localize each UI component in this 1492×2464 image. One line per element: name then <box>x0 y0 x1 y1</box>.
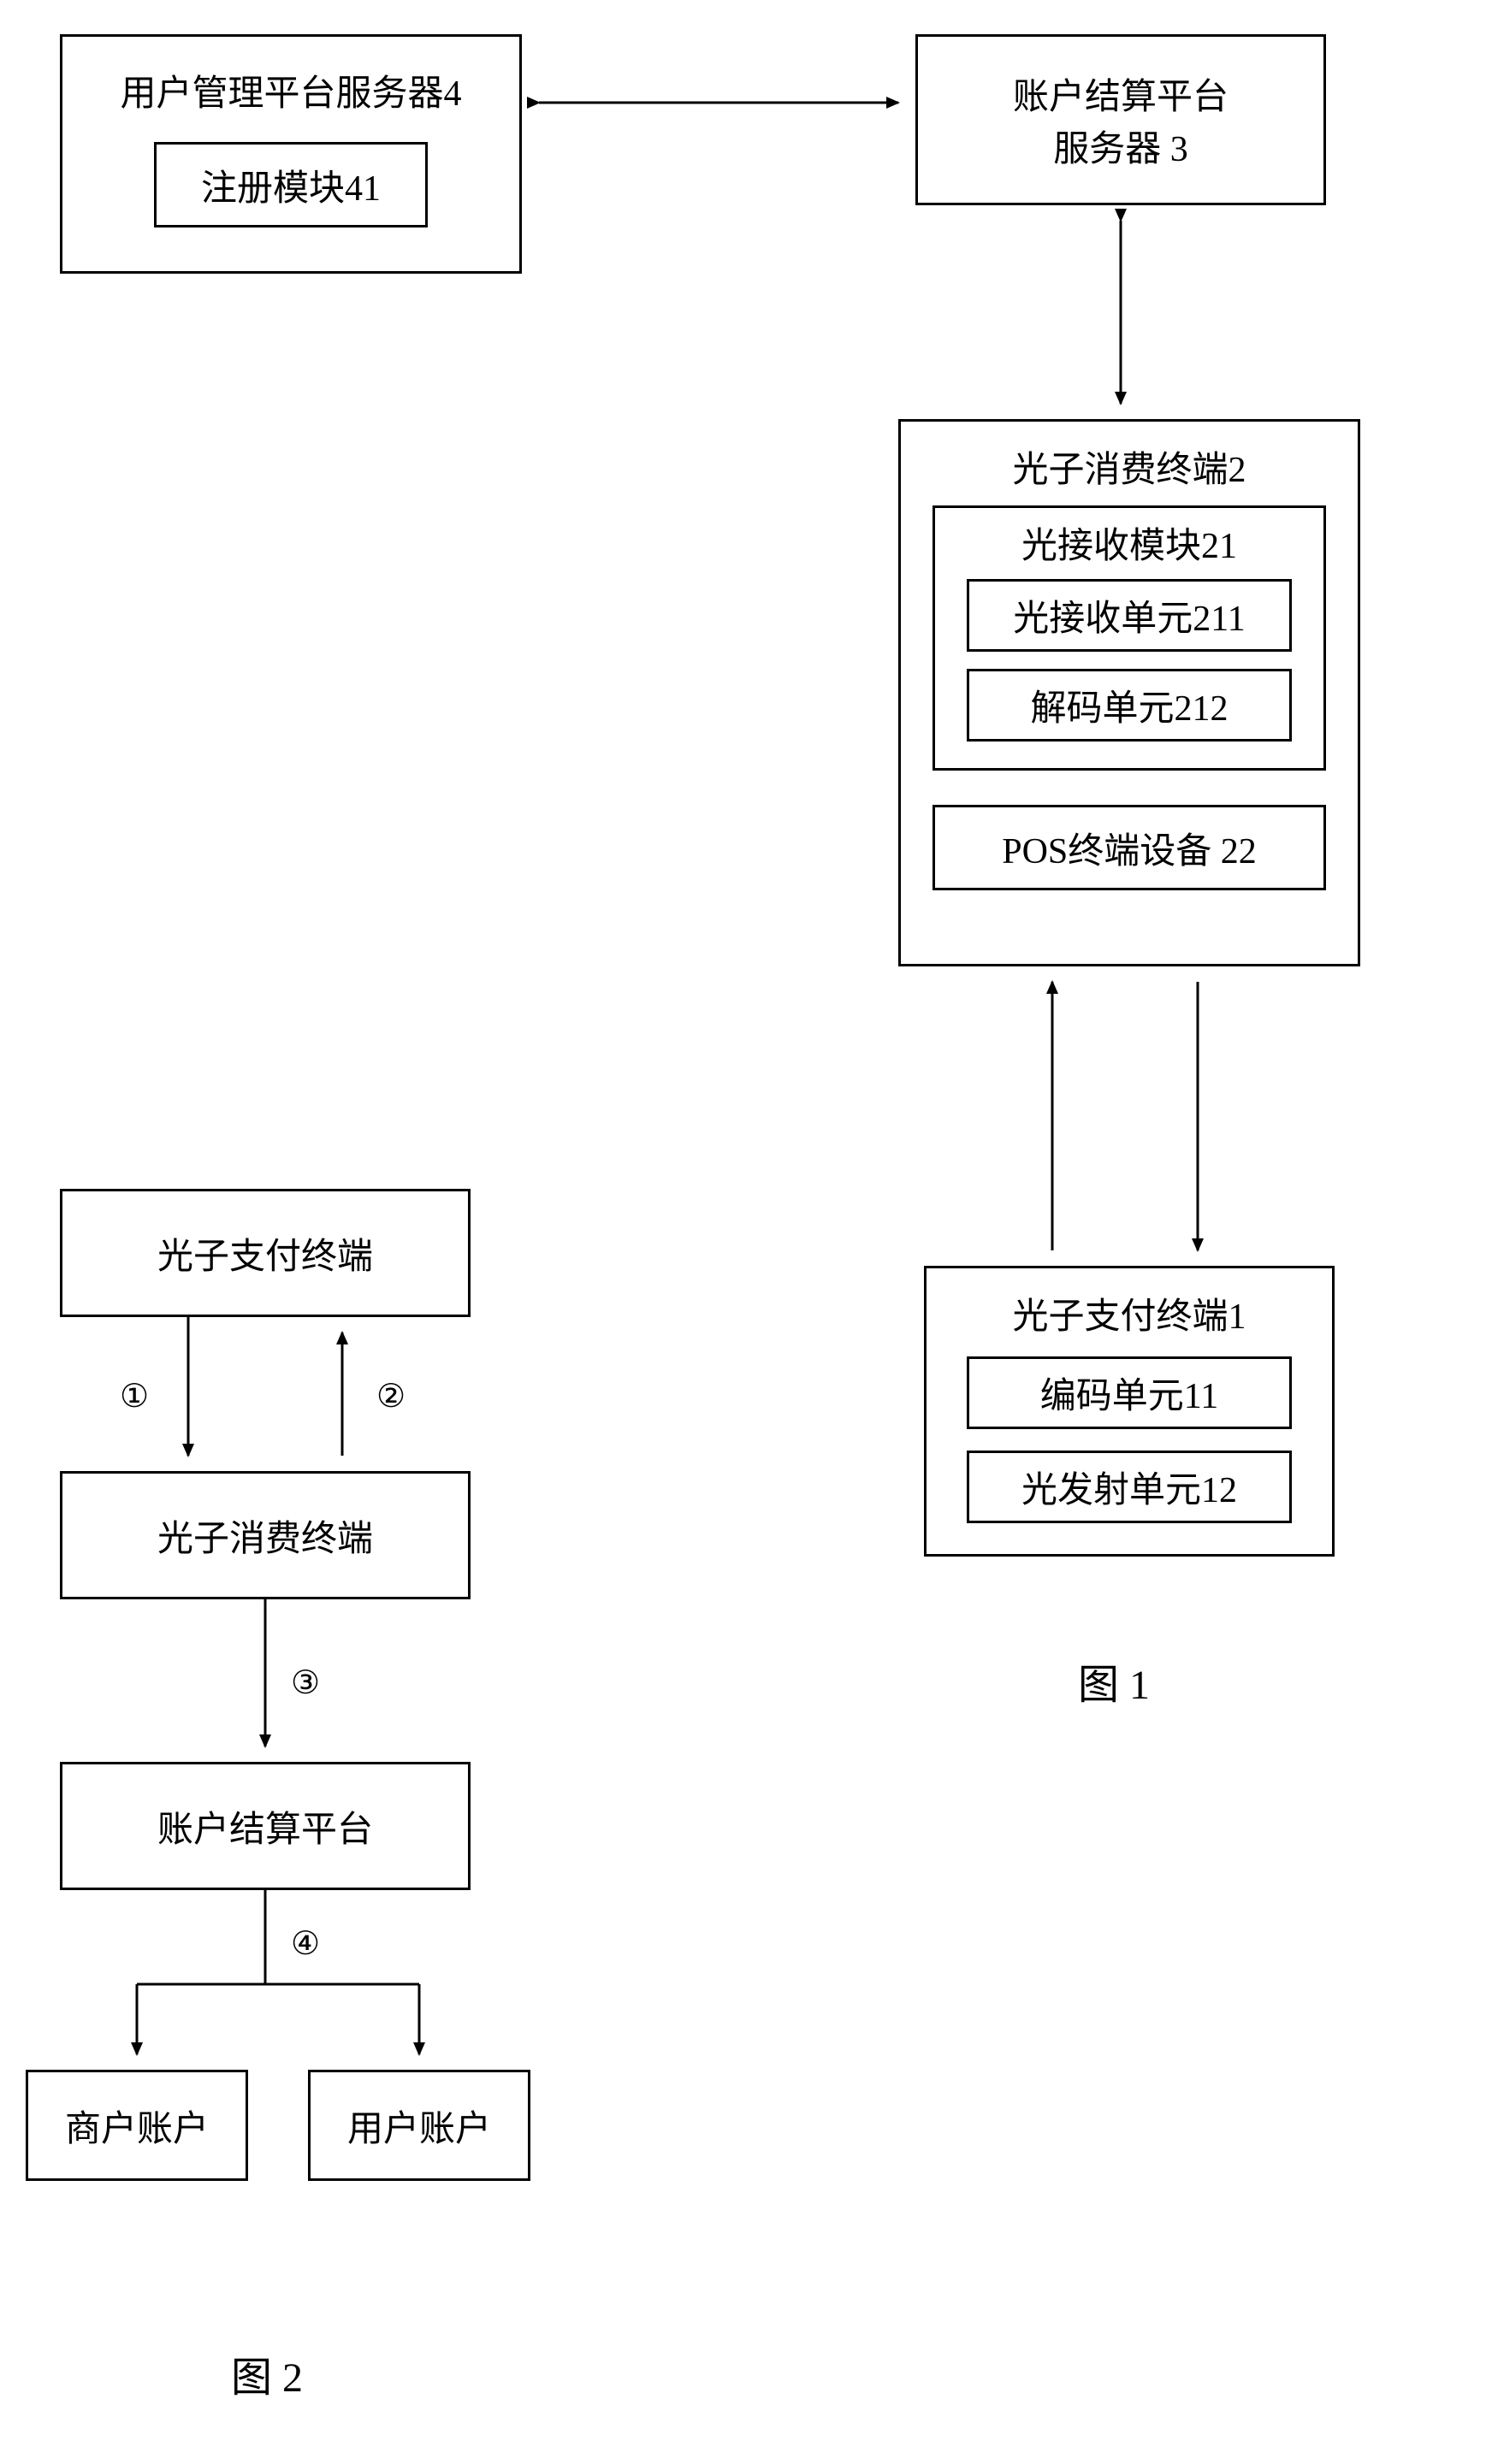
fig1-tx-unit-box: 光发射单元12 <box>967 1451 1292 1523</box>
fig2-caption: 图 2 <box>231 2343 303 2403</box>
fig2-step2-label: ② <box>376 1377 406 1415</box>
fig2-pay-terminal-box: 光子支付终端 <box>60 1189 471 1317</box>
fig1-consume-terminal-title: 光子消费终端2 <box>1012 440 1246 493</box>
fig1-encode-unit-label: 编码单元11 <box>1040 1367 1218 1419</box>
fig2-acct-settle-label: 账户结算平台 <box>157 1800 373 1852</box>
fig1-decode-unit-box: 解码单元212 <box>967 669 1292 742</box>
fig1-acct-settle-line1: 账户结算平台 <box>1013 68 1229 120</box>
fig1-pos-device-label: POS终端设备 22 <box>1002 822 1257 874</box>
fig1-rx-module-box: 光接收模块21 光接收单元211 解码单元212 <box>932 505 1326 771</box>
fig1-register-module-label: 注册模块41 <box>201 159 381 211</box>
fig2-merchant-acct-box: 商户账户 <box>26 2070 248 2181</box>
fig1-consume-terminal-box: 光子消费终端2 光接收模块21 光接收单元211 解码单元212 POS终端设备… <box>898 419 1360 966</box>
fig1-rx-unit-label: 光接收单元211 <box>1013 589 1245 641</box>
fig1-rx-module-title: 光接收模块21 <box>1021 517 1237 569</box>
fig2-step1-label: ① <box>120 1377 149 1415</box>
fig1-encode-unit-box: 编码单元11 <box>967 1356 1292 1429</box>
fig1-pos-device-box: POS终端设备 22 <box>932 805 1326 890</box>
fig2-consume-terminal-box: 光子消费终端 <box>60 1471 471 1599</box>
fig2-user-acct-box: 用户账户 <box>308 2070 530 2181</box>
fig2-step4-label: ④ <box>291 1924 320 1963</box>
diagram-canvas: 用户管理平台服务器4 注册模块41 账户结算平台 服务器 3 光子消费终端2 光… <box>0 0 1492 2464</box>
fig1-tx-unit-label: 光发射单元12 <box>1021 1461 1237 1513</box>
fig1-decode-unit-label: 解码单元212 <box>1030 679 1228 731</box>
fig2-user-acct-label: 用户账户 <box>347 2100 491 2152</box>
fig2-step3-label: ③ <box>291 1663 320 1702</box>
fig2-merchant-acct-label: 商户账户 <box>65 2100 209 2152</box>
fig1-acct-settle-line2: 服务器 3 <box>1053 120 1188 172</box>
fig2-pay-terminal-label: 光子支付终端 <box>157 1227 373 1279</box>
fig1-user-mgmt-title: 用户管理平台服务器4 <box>120 64 461 116</box>
fig1-register-module-box: 注册模块41 <box>154 142 428 227</box>
fig1-caption: 图 1 <box>1078 1651 1150 1711</box>
fig1-user-mgmt-box: 用户管理平台服务器4 注册模块41 <box>60 34 522 274</box>
fig1-acct-settle-box: 账户结算平台 服务器 3 <box>915 34 1326 205</box>
fig1-rx-unit-box: 光接收单元211 <box>967 579 1292 652</box>
fig2-acct-settle-box: 账户结算平台 <box>60 1762 471 1890</box>
fig2-consume-terminal-label: 光子消费终端 <box>157 1510 373 1562</box>
fig1-pay-terminal-title: 光子支付终端1 <box>1012 1287 1246 1339</box>
fig1-pay-terminal-box: 光子支付终端1 编码单元11 光发射单元12 <box>924 1266 1335 1557</box>
